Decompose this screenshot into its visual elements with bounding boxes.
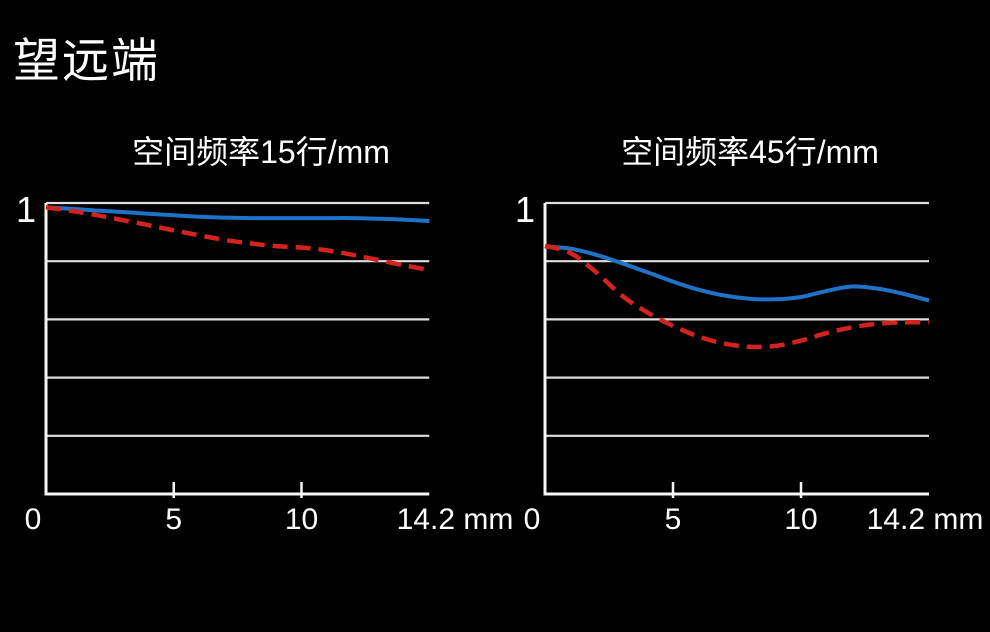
curve-blue-solid: [544, 244, 930, 303]
y-axis-max-label: 1: [514, 189, 535, 230]
curve-blue-solid: [45, 205, 430, 223]
x-tick-label: 10: [284, 503, 319, 536]
chart-title-45-lines: 空间频率45行/mm: [621, 134, 879, 170]
x-end-label: 14.2 mm: [396, 503, 514, 536]
chart-group-1: [543, 201, 930, 498]
x-tick-label: 5: [664, 503, 682, 536]
y-axis-max-label: 1: [15, 189, 36, 230]
curve-red-dashed: [544, 243, 930, 350]
chart-title-15-lines: 空间频率15行/mm: [132, 134, 390, 170]
x-end-label: 14.2 mm: [866, 503, 984, 536]
chart-group-0: [44, 201, 430, 498]
x-tick-label: 0: [24, 503, 42, 536]
page-title: 望远端: [13, 34, 160, 87]
x-tick-label: 10: [784, 503, 818, 536]
curve-red-dashed: [45, 205, 430, 273]
x-tick-label: 5: [165, 503, 183, 536]
x-tick-label: 0: [523, 503, 541, 536]
